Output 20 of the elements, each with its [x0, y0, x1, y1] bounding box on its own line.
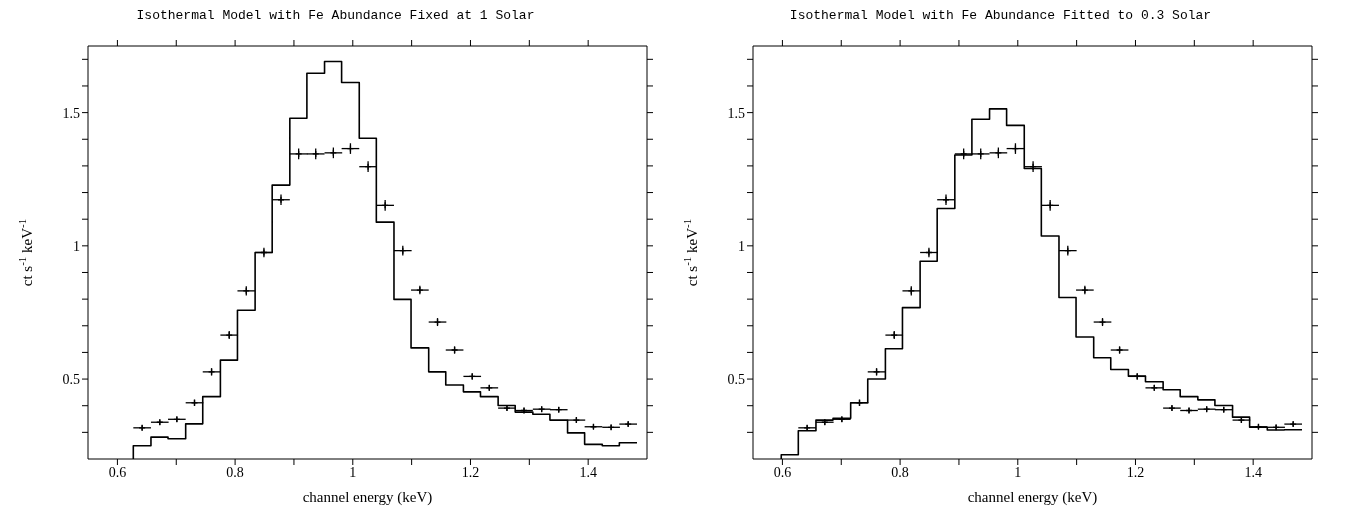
x-axis-title: channel energy (keV) [967, 489, 1098, 506]
x-tick-label: 1.2 [461, 464, 480, 480]
x-tick-label: 0.8 [891, 464, 909, 480]
y-tick-label: 0.5 [62, 372, 80, 388]
y-tick-label: 1 [738, 238, 745, 254]
chart-title: Isothermal Model with Fe Abundance Fitted to 0.3 Solar [788, 8, 1213, 25]
y-tick-label: 1.5 [727, 105, 745, 121]
x-axis-title: channel energy (keV) [302, 489, 433, 506]
y-tick-label: 1 [73, 238, 80, 254]
x-tick-label: 1.2 [1126, 464, 1145, 480]
x-tick-label: 1 [1014, 464, 1022, 480]
x-tick-label: 0.6 [773, 464, 792, 480]
x-tick-label: 1.4 [1244, 464, 1262, 480]
y-tick-label: 0.5 [727, 372, 745, 388]
chart-title: Isothermal Model with Fe Abundance Fixed at 1 Solar [135, 8, 536, 25]
y-tick-label: 1.5 [62, 105, 80, 121]
x-tick-label: 1 [349, 464, 357, 480]
x-tick-label: 0.6 [108, 464, 127, 480]
x-tick-label: 1.4 [579, 464, 597, 480]
x-tick-label: 0.8 [226, 464, 244, 480]
